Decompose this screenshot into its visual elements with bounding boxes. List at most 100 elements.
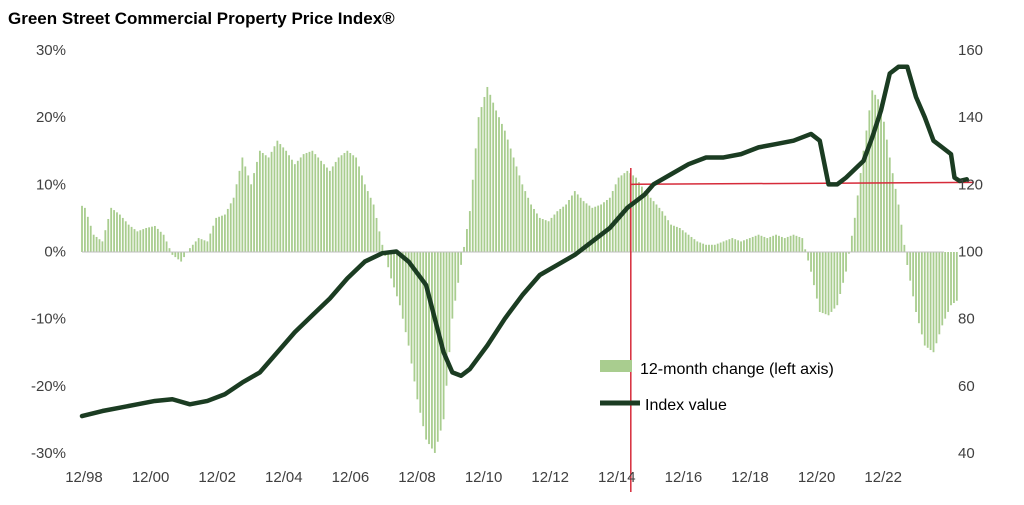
- bar: [795, 235, 798, 252]
- bar: [326, 167, 328, 252]
- bar: [655, 204, 658, 252]
- x-tick-label: 12/00: [132, 469, 170, 486]
- left-tick-label: -30%: [31, 445, 66, 462]
- bar: [789, 235, 792, 252]
- bar: [652, 201, 655, 252]
- bar: [929, 252, 932, 351]
- bar: [536, 213, 538, 252]
- x-tick-label: 12/02: [198, 469, 236, 486]
- bar: [600, 204, 602, 252]
- bar: [766, 238, 769, 252]
- bar: [270, 151, 273, 252]
- bar: [378, 231, 381, 252]
- bar: [515, 166, 518, 252]
- bar: [223, 214, 226, 252]
- bar: [722, 241, 725, 252]
- red-horizontal-line: [630, 181, 974, 186]
- bar: [334, 161, 337, 252]
- bar: [538, 217, 541, 252]
- bar: [585, 203, 588, 252]
- bar: [471, 179, 474, 252]
- bar: [649, 197, 652, 252]
- bar: [133, 229, 136, 252]
- bar: [267, 157, 270, 252]
- bar: [145, 227, 148, 252]
- bar: [221, 215, 223, 252]
- bar: [209, 233, 212, 252]
- bar: [375, 217, 378, 252]
- bar: [920, 252, 923, 335]
- bar: [606, 200, 608, 252]
- bar: [527, 197, 530, 252]
- bar: [853, 217, 856, 252]
- bar: [311, 150, 314, 252]
- bar: [918, 252, 920, 324]
- bar: [454, 252, 457, 301]
- bar: [824, 252, 827, 315]
- bar: [256, 161, 258, 252]
- x-axis-ticks: 12/98 12/00 12/02 12/04 12/06 12/08 12/10 12/12…: [65, 469, 902, 486]
- bar: [226, 208, 229, 252]
- bar: [349, 153, 352, 252]
- bar: [331, 166, 334, 252]
- bar: [684, 232, 687, 252]
- bar: [894, 188, 897, 252]
- bar: [352, 155, 355, 252]
- bar: [780, 236, 783, 252]
- bar: [909, 252, 912, 281]
- bar: [900, 224, 903, 252]
- bar: [734, 239, 737, 252]
- bar: [366, 191, 369, 252]
- bar: [827, 252, 830, 316]
- bar: [830, 252, 833, 312]
- bar: [288, 155, 290, 252]
- bar: [576, 194, 579, 252]
- bar: [815, 252, 818, 299]
- bar: [883, 121, 885, 252]
- bar: [84, 207, 86, 252]
- bar: [754, 235, 757, 252]
- bar: [258, 150, 261, 252]
- bar: [836, 252, 839, 306]
- bar: [903, 244, 906, 252]
- x-tick-label: 12/14: [598, 469, 636, 486]
- bar: [156, 228, 159, 252]
- bar: [177, 252, 180, 260]
- bar: [218, 216, 220, 252]
- right-tick-label: 160: [958, 42, 983, 59]
- bar: [661, 211, 664, 252]
- bar: [121, 217, 124, 252]
- bar: [489, 94, 492, 252]
- bar: [842, 252, 845, 283]
- bar: [950, 252, 952, 306]
- bar: [457, 252, 460, 283]
- chart-title: Green Street Commercial Property Price I…: [8, 9, 395, 28]
- bar: [670, 224, 672, 252]
- bar: [244, 166, 247, 252]
- bar: [328, 170, 331, 252]
- bar: [693, 239, 696, 252]
- bar: [299, 157, 302, 252]
- bar: [191, 244, 194, 252]
- bar: [451, 252, 454, 319]
- bar: [381, 244, 384, 252]
- bar: [541, 219, 544, 252]
- bar: [398, 252, 401, 306]
- bar: [582, 201, 585, 252]
- bar: [719, 242, 722, 252]
- bar: [556, 211, 559, 252]
- bar: [626, 170, 629, 252]
- bar: [413, 252, 416, 382]
- bar: [550, 217, 553, 252]
- bar: [355, 157, 358, 252]
- bar: [154, 225, 156, 252]
- bar: [877, 99, 880, 253]
- bar: [203, 240, 206, 252]
- bar: [891, 173, 894, 252]
- bar: [110, 207, 113, 252]
- bar: [363, 184, 366, 252]
- bar: [745, 239, 748, 252]
- bar: [798, 236, 801, 252]
- bar: [238, 170, 241, 252]
